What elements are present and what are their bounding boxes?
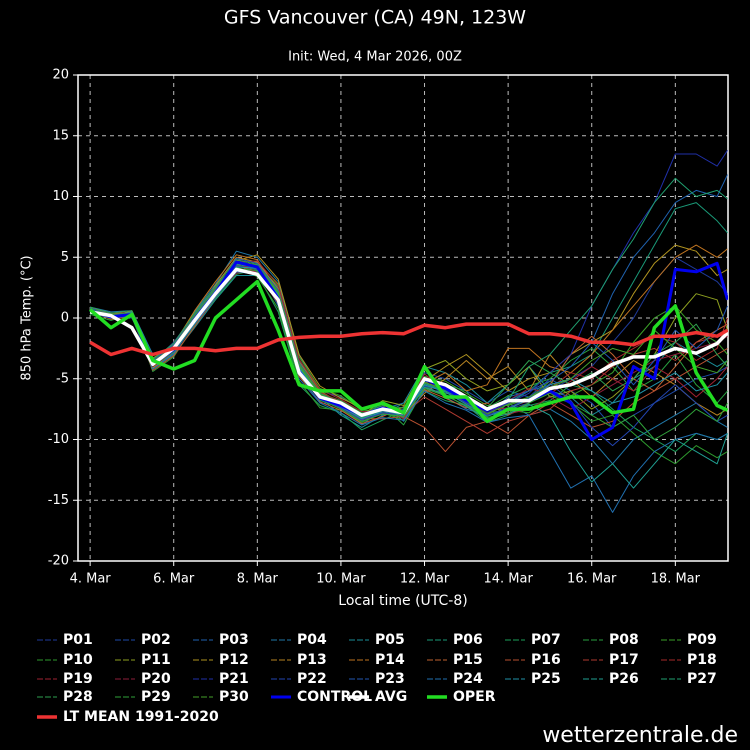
legend-label: P29	[141, 689, 171, 705]
legend-label: P30	[219, 689, 249, 705]
legend-label: P26	[609, 671, 639, 687]
legend-label: P22	[297, 671, 327, 687]
legend-label: P25	[531, 671, 561, 687]
legend-label: P16	[531, 652, 561, 668]
series-line	[89, 322, 728, 357]
x-tick-label: 4. Mar	[70, 572, 112, 587]
y-axis-label: 850 hPa Temp. (°C)	[20, 255, 35, 380]
legend-label: P24	[453, 671, 483, 687]
legend-label: P15	[453, 652, 483, 668]
y-tick-label: -10	[48, 432, 69, 447]
legend-label: P13	[297, 652, 327, 668]
y-tick-label: -20	[48, 554, 69, 569]
y-tick-label: -5	[56, 371, 69, 386]
x-axis-label: Local time (UTC-8)	[338, 593, 467, 609]
x-tick-label: 14. Mar	[483, 572, 533, 587]
x-tick-label: 10. Mar	[316, 572, 366, 587]
legend-label: OPER	[453, 689, 496, 705]
legend-label: P09	[687, 632, 717, 648]
legend-label: P04	[297, 632, 327, 648]
legend-label: P14	[375, 652, 405, 668]
legend-label: P23	[375, 671, 405, 687]
legend-label: P06	[453, 632, 483, 648]
y-tick-label: 0	[61, 311, 69, 326]
legend-label: P03	[219, 632, 249, 648]
legend-label: P07	[531, 632, 561, 648]
legend-label: P21	[219, 671, 249, 687]
x-tick-label: 16. Mar	[567, 572, 617, 587]
plot-area	[88, 150, 728, 513]
legend-label: LT MEAN 1991-2020	[63, 709, 219, 725]
legend-label: P02	[141, 632, 171, 648]
y-tick-label: 20	[52, 68, 69, 83]
legend-label: CONTROL	[297, 689, 372, 705]
series-line	[89, 275, 728, 428]
x-tick-label: 12. Mar	[400, 572, 450, 587]
chart-title: GFS Vancouver (CA) 49N, 123W	[224, 7, 526, 29]
plot-frame	[77, 74, 729, 562]
x-tick-label: 8. Mar	[237, 572, 279, 587]
watermark: wetterzentrale.de	[542, 723, 738, 748]
legend-label: P01	[63, 632, 93, 648]
legend-label: P28	[63, 689, 93, 705]
series-line	[89, 271, 728, 513]
legend-label: P27	[687, 671, 717, 687]
legend-label: P05	[375, 632, 405, 648]
legend-label: P18	[687, 652, 717, 668]
legend-label: P17	[609, 652, 639, 668]
series-line	[89, 267, 728, 453]
x-tick-label: 18. Mar	[651, 572, 701, 587]
legend-label: P19	[63, 671, 93, 687]
legend-label: P11	[141, 652, 171, 668]
y-tick-label: -15	[48, 493, 69, 508]
y-tick-label: 15	[52, 128, 69, 143]
legend-label: P08	[609, 632, 639, 648]
series-line	[89, 267, 728, 417]
series-line	[88, 279, 728, 424]
legend-label: P12	[219, 652, 249, 668]
legend-label: AVG	[375, 689, 407, 705]
y-tick-label: 10	[52, 189, 69, 204]
y-tick-label: 5	[61, 250, 69, 265]
x-tick-label: 6. Mar	[153, 572, 195, 587]
legend-label: P20	[141, 671, 171, 687]
legend-label: P10	[63, 652, 93, 668]
chart-subtitle: Init: Wed, 4 Mar 2026, 00Z	[288, 50, 462, 65]
